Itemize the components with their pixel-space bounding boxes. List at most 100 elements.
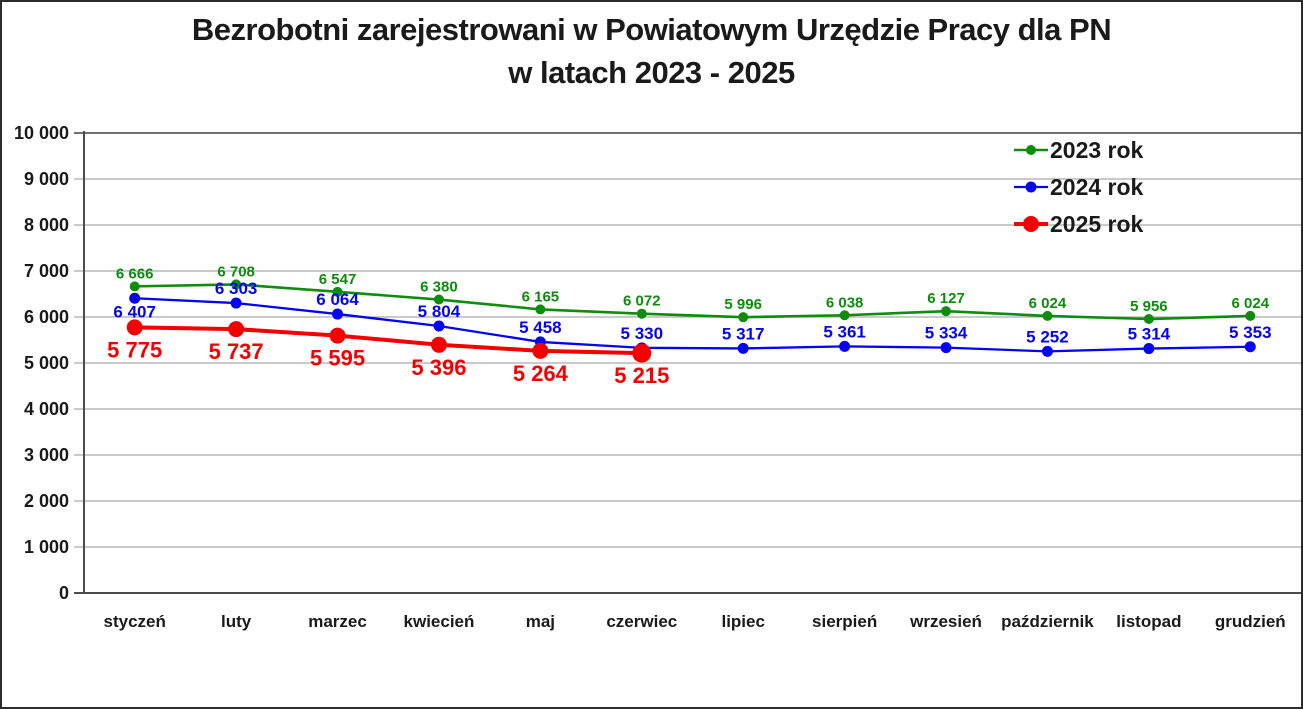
x-axis-label: listopad — [1116, 612, 1181, 631]
data-label: 5 317 — [722, 324, 765, 343]
y-axis-label: 9 000 — [24, 169, 69, 189]
data-label: 5 252 — [1026, 327, 1069, 346]
x-axis-label: sierpień — [812, 612, 877, 631]
data-point — [636, 308, 647, 319]
data-label: 5 458 — [519, 318, 562, 337]
chart-title-line2: w latach 2023 - 2025 — [508, 55, 795, 90]
data-point — [1143, 343, 1155, 355]
data-point — [839, 310, 850, 321]
data-point — [1245, 310, 1256, 321]
series-2024-rok: 6 407 6 303 6 064 5 804 5 458 5 330 5 317 5 361… — [113, 279, 1272, 357]
legend-item-2023-rok: 2023 rok — [1014, 137, 1144, 163]
data-label: 5 956 — [1130, 298, 1168, 315]
x-axis-label: październik — [1001, 612, 1094, 631]
data-label: 6 072 — [623, 293, 661, 310]
data-point — [332, 308, 344, 320]
data-label: 5 396 — [411, 355, 466, 380]
data-point — [228, 321, 245, 338]
data-label: 5 215 — [614, 363, 669, 388]
data-point — [737, 342, 749, 354]
data-label: 5 330 — [621, 324, 664, 343]
data-label: 5 804 — [418, 302, 461, 321]
chart-title-line1: Bezrobotni zarejestrowani w Powiatowym U… — [191, 12, 1112, 47]
data-label: 6 038 — [826, 294, 864, 311]
chart-title: Bezrobotni zarejestrowani w Powiatowym U… — [2, 8, 1301, 94]
data-point — [329, 327, 346, 344]
legend-marker-icon — [1025, 181, 1037, 193]
x-axis-label: wrzesień — [909, 612, 982, 631]
x-axis-label: grudzień — [1215, 612, 1286, 631]
legend: 2023 rok 2024 rok 2025 rok — [1014, 137, 1144, 237]
data-point — [332, 286, 343, 297]
y-axis-label: 5 000 — [24, 353, 69, 373]
x-axis-label: czerwiec — [606, 612, 677, 631]
data-label: 5 314 — [1128, 325, 1171, 344]
data-point — [231, 279, 242, 290]
data-label: 5 996 — [724, 296, 762, 313]
data-label: 6 024 — [1029, 295, 1067, 312]
x-axis-label: luty — [221, 612, 252, 631]
data-label: 6 303 — [215, 279, 258, 298]
data-label: 5 334 — [925, 324, 968, 343]
data-point — [430, 336, 447, 353]
legend-label: 2024 rok — [1050, 174, 1144, 200]
data-point — [532, 342, 549, 359]
series-line — [134, 283, 1251, 321]
data-point — [1244, 341, 1256, 353]
data-label: 6 127 — [927, 290, 965, 307]
series-line — [134, 325, 642, 356]
series-line — [134, 297, 1251, 353]
y-axis-label: 2 000 — [24, 491, 69, 511]
x-axis-label: marzec — [308, 612, 367, 631]
y-axis-label: 1 000 — [24, 537, 69, 557]
data-label: 6 547 — [319, 271, 357, 288]
data-label: 5 353 — [1229, 323, 1272, 342]
y-axis-label: 6 000 — [24, 307, 69, 327]
data-label: 5 775 — [107, 337, 162, 362]
data-label: 6 064 — [316, 290, 359, 309]
y-axis-label: 4 000 — [24, 399, 69, 419]
data-point — [839, 340, 851, 352]
data-label: 6 380 — [420, 279, 458, 296]
data-point — [433, 320, 445, 332]
legend-item-2025-rok: 2025 rok — [1014, 211, 1144, 237]
legend-label: 2023 rok — [1050, 137, 1144, 163]
series-2025-rok: 5 775 5 737 5 595 5 396 5 264 5 215 — [107, 319, 669, 388]
x-axis-labels: styczeń luty marzec kwiecień maj czerwiec lipi… — [104, 612, 1286, 631]
legend-item-2024-rok: 2024 rok — [1014, 174, 1144, 200]
data-point — [941, 306, 952, 317]
data-label: 6 024 — [1232, 295, 1270, 312]
y-axis-label: 8 000 — [24, 215, 69, 235]
data-label: 6 407 — [113, 302, 156, 321]
data-point — [940, 342, 952, 354]
data-point — [129, 281, 140, 292]
data-label: 5 264 — [513, 361, 569, 386]
y-axis-label: 3 000 — [24, 445, 69, 465]
legend-label: 2025 rok — [1050, 211, 1144, 237]
data-label: 5 595 — [310, 346, 365, 371]
x-axis-label: styczeń — [104, 612, 166, 631]
data-label: 6 708 — [217, 263, 255, 280]
x-axis-label: kwiecień — [404, 612, 475, 631]
y-axis-label: 10 000 — [14, 123, 69, 143]
y-axis-label: 7 000 — [24, 261, 69, 281]
legend-marker-icon — [1026, 145, 1036, 155]
data-point — [1143, 314, 1154, 325]
data-label: 5 737 — [209, 339, 264, 364]
series-2023-rok: 6 666 6 708 6 547 6 380 6 165 6 072 5 996 6 038… — [116, 263, 1270, 325]
gridlines-and-y-axis: 0 1 000 2 000 3 000 4 000 5 000 6 000 7 000 8 00… — [14, 123, 1301, 603]
data-point — [230, 297, 242, 309]
data-point — [1042, 310, 1053, 321]
data-label: 6 666 — [116, 265, 154, 282]
data-point — [632, 343, 652, 363]
data-point — [126, 319, 143, 336]
x-axis-label: maj — [526, 612, 555, 631]
data-point — [535, 304, 546, 315]
data-point — [433, 294, 444, 305]
legend-marker-icon — [1023, 216, 1039, 232]
data-label: 6 165 — [522, 288, 560, 305]
data-point — [1041, 345, 1053, 357]
data-label: 5 361 — [823, 322, 866, 341]
